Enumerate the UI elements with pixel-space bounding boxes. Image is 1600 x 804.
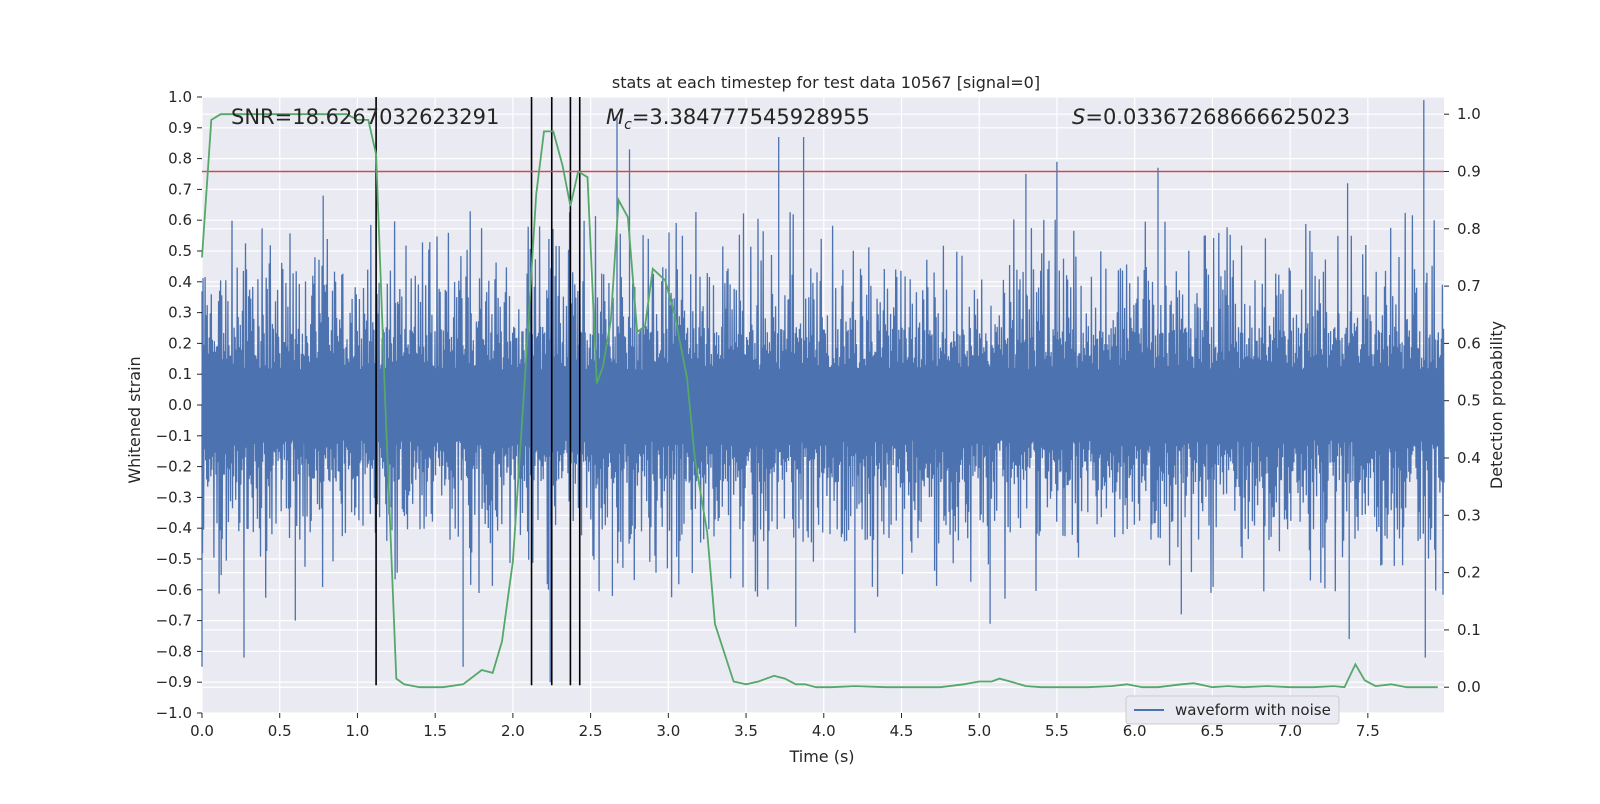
- legend-box: [1125, 695, 1340, 725]
- mc-value: =3.384777545928955: [632, 105, 870, 129]
- mc-symbol: M: [606, 105, 624, 129]
- legend: waveform with noise: [1125, 695, 1340, 725]
- y-tick-label: −0.9: [156, 673, 192, 691]
- x-tick-label: 7.0: [1278, 722, 1302, 740]
- x-tick-label: 4.5: [890, 722, 914, 740]
- y-right-tick-label: 0.6: [1457, 334, 1481, 352]
- x-tick-label: 3.0: [656, 722, 680, 740]
- x-tick-label: 4.0: [812, 722, 836, 740]
- s-value: =0.03367268666625023: [1085, 105, 1350, 129]
- y-right-tick-label: 0.5: [1457, 392, 1481, 410]
- y-tick-label: 0.3: [168, 304, 192, 322]
- snr-annotation: SNR=18.6267032623291: [231, 105, 499, 129]
- y-right-tick-label: 0.7: [1457, 277, 1481, 295]
- mc-annotation: Mc=3.384777545928955: [606, 105, 870, 133]
- y-tick-label: 0.0: [168, 396, 192, 414]
- y-right-axis-title: Detection probability: [1487, 321, 1506, 489]
- x-tick-label: 6.0: [1123, 722, 1147, 740]
- y-tick-label: 0.7: [168, 180, 192, 198]
- y-right-tick-label: 0.2: [1457, 564, 1481, 582]
- y-tick-label: −0.3: [156, 488, 192, 506]
- y-right-ticks: 1.0 0.9 0.8 0.7 0.6 0.5 0.4 0.3 0.2 0.1 0.0: [1444, 105, 1481, 696]
- x-axis-title: Time (s): [788, 747, 854, 766]
- s-annotation: S=0.03367268666625023: [1072, 105, 1350, 129]
- x-tick-label: 5.0: [967, 722, 991, 740]
- x-tick-label: 1.0: [346, 722, 370, 740]
- y-right-tick-label: 0.1: [1457, 621, 1481, 639]
- y-tick-label: 0.4: [168, 273, 192, 291]
- probability-line: [201, 113, 1438, 689]
- y-right-tick-label: 0.3: [1457, 506, 1481, 524]
- mc-subscript: c: [624, 117, 632, 133]
- y-tick-label: 0.5: [168, 242, 192, 260]
- vertical-lines: [375, 97, 581, 686]
- y-tick-label: −0.6: [156, 581, 192, 599]
- x-tick-label: 1.5: [423, 722, 447, 740]
- x-ticks: 0.0 0.5 1.0 1.5 2.0 2.5 3.0 3.5 4.0 4.5 5.0 5.5 6.0 6…: [190, 713, 1380, 740]
- x-tick-label: 5.5: [1045, 722, 1069, 740]
- y-right-tick-label: 1.0: [1457, 105, 1481, 123]
- x-tick-label: 0.5: [268, 722, 292, 740]
- y-tick-label: 0.9: [168, 119, 192, 137]
- y-right-tick-label: 0.9: [1457, 162, 1481, 180]
- y-right-tick-label: 0.8: [1457, 220, 1481, 238]
- x-tick-label: 6.5: [1200, 722, 1224, 740]
- y-tick-label: −0.7: [156, 612, 192, 630]
- waveform-series: [201, 100, 1445, 683]
- y-tick-label: 0.1: [168, 365, 192, 383]
- y-tick-label: 1.0: [168, 88, 192, 106]
- y-tick-label: −0.5: [156, 550, 192, 568]
- x-tick-label: 0.0: [190, 722, 214, 740]
- y-tick-label: −0.4: [156, 519, 192, 537]
- y-tick-label: 0.6: [168, 211, 192, 229]
- waveform-path: [201, 100, 1445, 683]
- y-tick-label: 0.8: [168, 150, 192, 168]
- y-tick-label: −0.8: [156, 642, 192, 660]
- y-ticks: 1.0 0.9 0.8 0.7 0.6 0.5 0.4 0.3 0.2 0.1 0.0 −0.1 −0.…: [156, 88, 202, 722]
- y-tick-label: −0.2: [156, 458, 192, 476]
- y-axis-title: Whitened strain: [125, 356, 144, 483]
- x-tick-label: 7.5: [1356, 722, 1380, 740]
- x-tick-label: 3.5: [734, 722, 758, 740]
- y-right-tick-label: 0.4: [1457, 449, 1481, 467]
- chart-title: stats at each timestep for test data 105…: [612, 73, 1040, 92]
- x-tick-label: 2.5: [579, 722, 603, 740]
- y-tick-label: −0.1: [156, 427, 192, 445]
- x-tick-label: 2.0: [501, 722, 525, 740]
- y-tick-label: 0.2: [168, 334, 192, 352]
- y-tick-label: −1.0: [156, 704, 192, 722]
- legend-entry-waveform: waveform with noise: [1175, 701, 1331, 719]
- y-right-tick-label: 0.0: [1457, 678, 1481, 696]
- s-symbol: S: [1072, 105, 1085, 129]
